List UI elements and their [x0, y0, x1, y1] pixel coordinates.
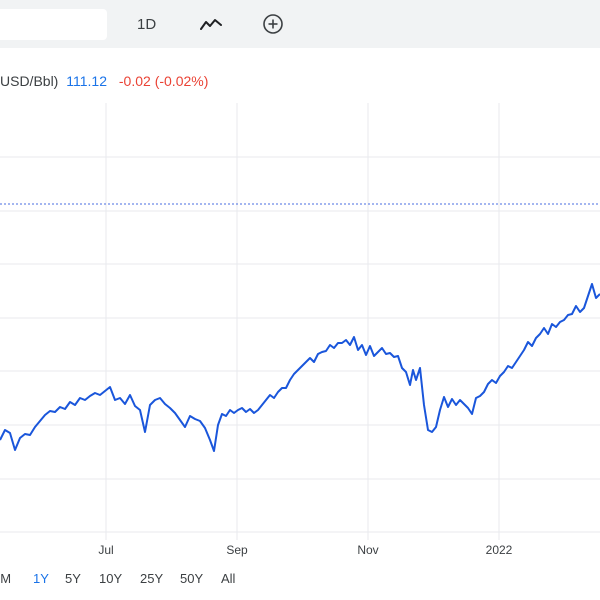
quote-summary: USD/Bbl) 111.12 -0.02 (-0.02%)	[0, 73, 208, 89]
interval-selector[interactable]: 1D	[137, 16, 157, 33]
range-50y-button[interactable]: 50Y	[180, 571, 204, 586]
range-5y-button[interactable]: 5Y	[65, 571, 81, 586]
range-10y-button[interactable]: 10Y	[99, 571, 123, 586]
x-tick-label: Jul	[98, 543, 113, 557]
line-chart-icon[interactable]	[199, 12, 223, 36]
x-tick-label: Nov	[357, 543, 378, 557]
last-price: 111.12	[66, 73, 107, 89]
range-25y-button[interactable]: 25Y	[140, 571, 164, 586]
price-line	[0, 283, 600, 452]
chart-toolbar: 1D	[0, 0, 600, 48]
symbol-search-input[interactable]	[0, 9, 107, 40]
unit-label: USD/Bbl)	[0, 73, 59, 89]
add-circle-icon[interactable]	[261, 12, 285, 36]
range-6m-button[interactable]: 6M	[0, 571, 12, 586]
price-change: -0.02 (-0.02%)	[118, 73, 209, 89]
x-tick-label: Sep	[226, 543, 248, 557]
x-axis-labels: Jul Sep Nov 2022	[98, 543, 512, 557]
price-chart[interactable]: Jul Sep Nov 2022	[0, 95, 600, 565]
range-all-button[interactable]: All	[221, 571, 236, 586]
x-tick-label: 2022	[486, 543, 513, 557]
range-1y-button[interactable]: 1Y	[33, 571, 49, 586]
chart-grid	[0, 103, 600, 540]
